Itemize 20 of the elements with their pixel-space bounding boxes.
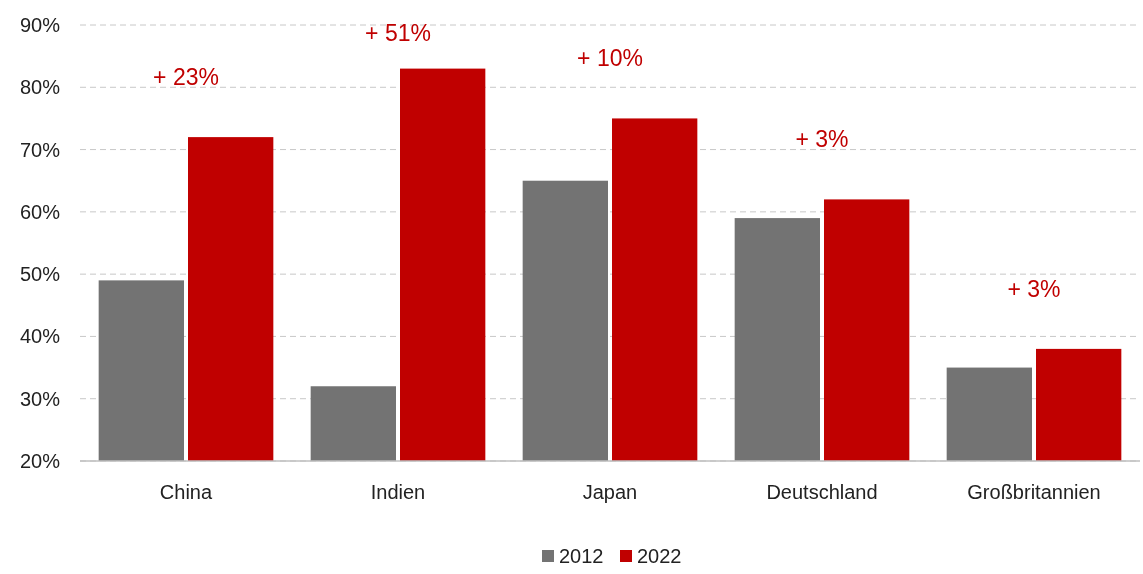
annotation: + 10% — [577, 45, 643, 72]
y-tick-label: 20% — [19, 450, 61, 472]
y-tick-label: 60% — [19, 200, 61, 223]
y-tick-label: 80% — [19, 76, 61, 99]
x-tick-label: Japan — [582, 481, 638, 503]
x-tick-label: Deutschland — [766, 481, 878, 503]
legend-label: 2012 — [559, 545, 604, 567]
y-tick-label: 40% — [19, 325, 61, 348]
y-tick-label: 90% — [19, 14, 61, 36]
annotation: + 3% — [1007, 275, 1061, 302]
y-tick-label: 70% — [19, 138, 61, 161]
y-tick-label: 30% — [19, 387, 61, 410]
annotation: + 51% — [365, 20, 431, 47]
y-tick-label: 50% — [19, 263, 61, 286]
annotation: + 3% — [795, 126, 849, 153]
x-tick-label: China — [159, 481, 213, 503]
x-tick-label: Großbritannien — [967, 481, 1101, 503]
x-tick-label: Indien — [370, 481, 426, 503]
annotation: + 23% — [153, 64, 219, 91]
legend-label: 2022 — [637, 545, 682, 567]
